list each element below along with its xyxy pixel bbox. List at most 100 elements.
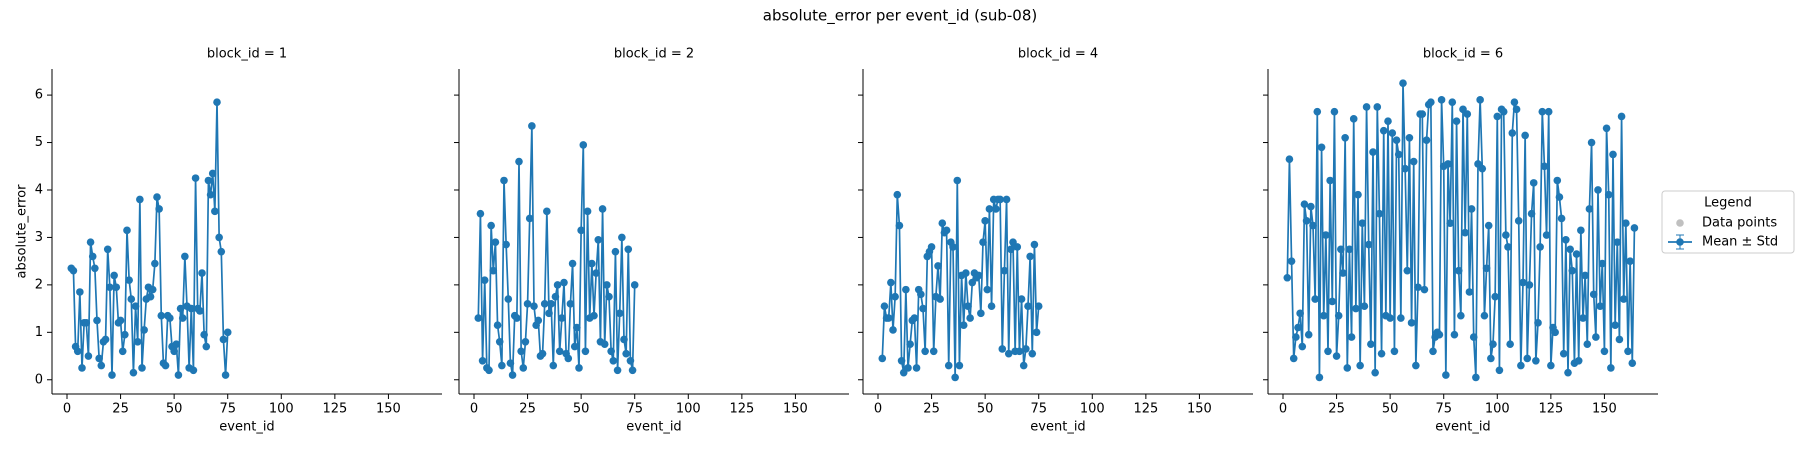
mean-point [981,217,989,225]
mean-point [1285,155,1294,163]
mean-point [1420,285,1429,294]
mean-point [521,338,530,346]
mean-point [82,319,91,327]
x-tick-label: 0 [470,402,478,417]
mean-point [523,300,532,308]
mean-point [508,371,517,379]
mean-point [1454,266,1463,275]
mean-point [500,176,508,185]
mean-point [155,205,163,213]
mean-point [525,214,534,223]
mean-point [196,307,204,315]
mean-point [936,295,944,303]
mean-point [474,314,483,322]
mean-point [153,193,161,201]
mean-point [1585,205,1594,213]
mean-point [558,314,566,322]
facet-title: block_id = 2 [614,47,694,62]
mean-point [1521,131,1529,140]
mean-point [620,335,628,344]
mean-point [1465,288,1474,296]
mean-point [884,314,893,322]
mean-point [598,205,607,213]
mean-point [204,176,213,185]
mean-point [176,304,185,313]
mean-point [891,292,899,301]
mean-point [200,330,208,339]
mean-point [1373,103,1382,111]
mean-point [1298,342,1307,351]
mean-point [1602,124,1611,133]
facet: block_id = 2 0 25 50 75 100 125 150 event_id [454,47,849,435]
mean-point [136,195,144,204]
mean-point [1324,347,1332,356]
x-tick-label: 75 [219,402,236,417]
mean-point [549,361,558,370]
mean-point [170,347,178,356]
x-tick-label: 125 [729,402,754,417]
mean-point [1375,209,1384,218]
mean-point [517,347,525,356]
mean-point [1572,250,1581,258]
mean-point [1489,340,1497,348]
mean-point [198,269,206,277]
mean-point [590,311,598,320]
y-tick-label: 5 [35,135,43,150]
mean-point [1529,179,1538,187]
mean-point [624,245,633,254]
legend-label: Mean ± Std [1702,235,1778,250]
mean-point [187,304,196,313]
mean-point [1407,319,1416,327]
x-tick-label: 0 [63,402,71,417]
mean-point [1583,340,1592,348]
mean-point [1007,245,1015,254]
mean-point [985,205,994,213]
mean-point [545,309,553,318]
mean-point [953,176,962,185]
mean-point [206,190,215,199]
mean-point [1596,302,1604,311]
mean-point [1568,266,1577,275]
mean-point [1330,107,1339,116]
mean-point [1476,96,1484,104]
mean-point [161,361,170,370]
mean-point [1343,364,1352,372]
mean-point [547,300,555,308]
mean-point [1390,347,1399,356]
mean-point [97,361,106,370]
mean-point [1604,190,1613,199]
mean-point [1429,347,1437,356]
mean-point [1397,314,1405,322]
mean-point [575,364,583,372]
mean-point [551,292,560,301]
mean-point [1026,252,1034,261]
mean-point [942,226,951,235]
mean-point [917,290,925,299]
facet: block_id = 4 0 25 50 75 100 125 150 event_id [858,47,1253,435]
mean-point [1542,231,1551,239]
mean-point [1412,361,1420,370]
mean-point [118,347,127,356]
mean-point [174,371,183,379]
mean-point [1315,373,1324,382]
mean-point [530,302,538,311]
x-tick-label: 125 [322,402,347,417]
mean-point [1626,257,1634,265]
mean-point [1354,190,1362,199]
mean-point [1322,231,1330,239]
x-tick-label: 75 [1030,402,1047,417]
mean-point [1589,290,1598,299]
mean-point [1352,304,1360,313]
mean-point [1349,115,1358,123]
mean-point [1619,295,1628,303]
mean-point [76,288,84,296]
mean-point [951,373,959,382]
legend-marker [1676,219,1684,227]
facet-title: block_id = 1 [207,47,287,62]
mean-point [1311,295,1319,303]
mean-line [477,125,636,376]
mean-point [540,300,549,308]
mean-point [919,304,927,313]
legend-marker [1676,238,1684,246]
